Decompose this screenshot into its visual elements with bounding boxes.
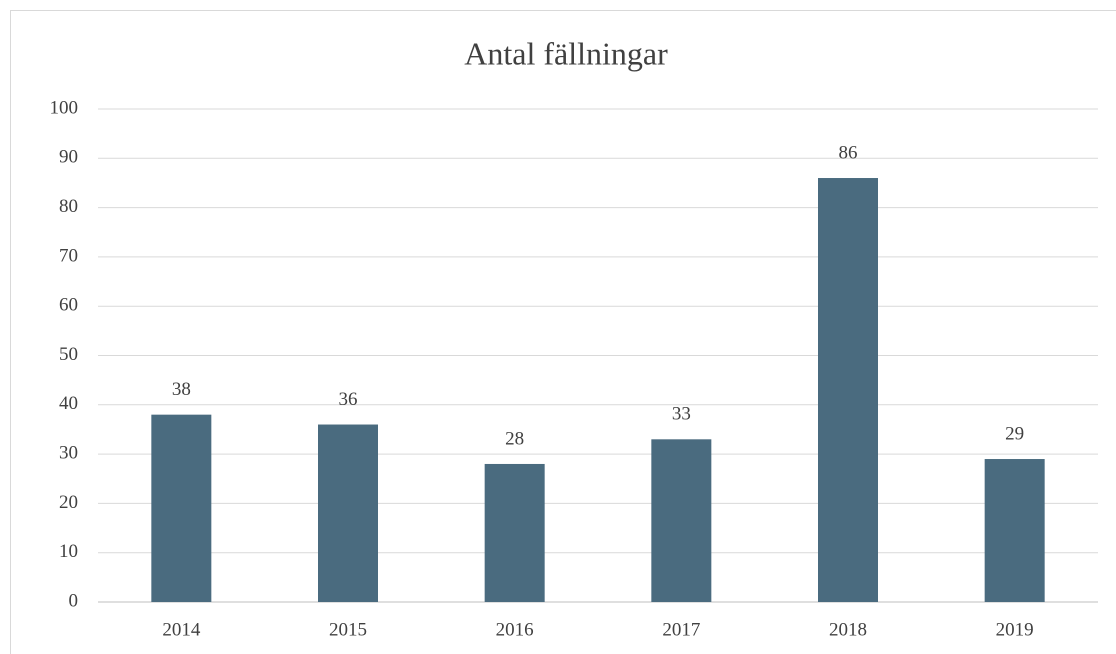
data-label: 86 (839, 142, 858, 163)
y-tick-label: 90 (59, 147, 78, 168)
x-tick-label: 2019 (996, 619, 1034, 640)
data-label: 29 (1005, 423, 1024, 444)
bar (818, 178, 878, 602)
y-tick-label: 10 (59, 541, 78, 562)
bar (984, 459, 1045, 602)
x-tick-label: 2015 (329, 619, 367, 640)
data-label: 28 (505, 428, 524, 449)
bar (651, 439, 712, 602)
bar (151, 414, 212, 602)
y-tick-label: 0 (69, 590, 79, 611)
x-tick-label: 2014 (162, 619, 201, 640)
x-tick-label: 2016 (496, 619, 534, 640)
bar (318, 424, 378, 602)
y-tick-label: 20 (59, 492, 78, 513)
x-tick-label: 2018 (829, 619, 867, 640)
y-tick-label: 60 (59, 295, 78, 316)
y-tick-label: 100 (50, 97, 79, 118)
x-tick-label: 2017 (662, 619, 700, 640)
data-label: 38 (172, 379, 191, 400)
data-label: 33 (672, 404, 691, 425)
y-tick-label: 50 (59, 344, 78, 365)
y-tick-label: 80 (59, 196, 78, 217)
chart-title: Antal fällningar (464, 35, 668, 71)
y-tick-label: 30 (59, 442, 78, 463)
y-tick-label: 40 (59, 393, 78, 414)
data-label: 36 (339, 389, 358, 410)
bar (484, 463, 545, 602)
y-tick-label: 70 (59, 245, 78, 266)
